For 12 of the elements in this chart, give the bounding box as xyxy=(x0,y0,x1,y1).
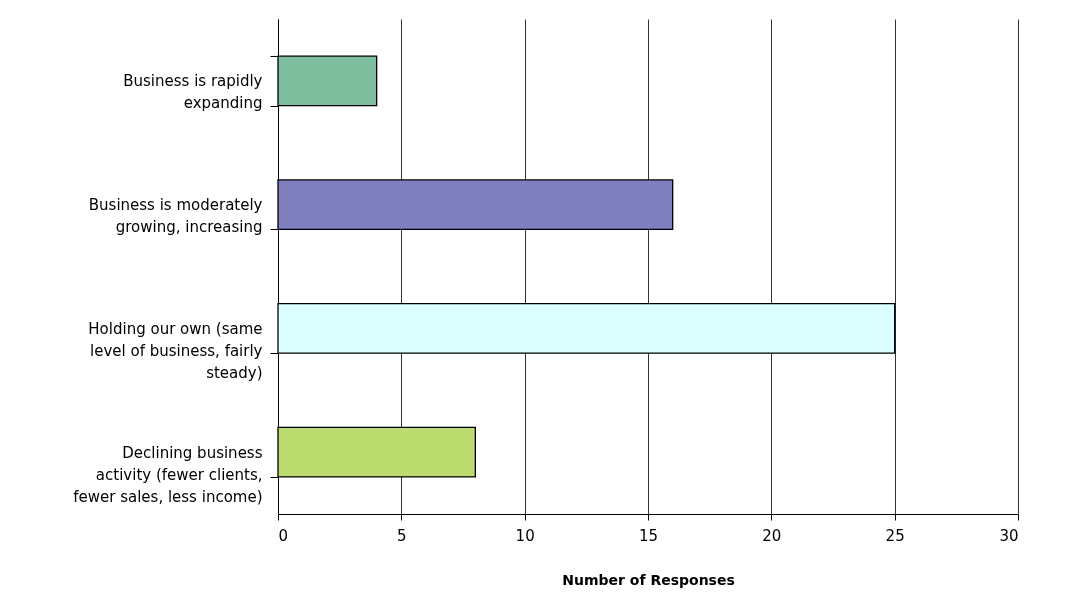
x-axis-title: Number of Responses xyxy=(562,571,735,588)
x-tick-label: 5 xyxy=(397,526,407,545)
y-tick-label: Business is rapidly expanding xyxy=(123,72,263,113)
x-tick-label: 0 xyxy=(278,526,289,545)
x-tick-label: 30 xyxy=(999,526,1019,545)
y-tick-label: Declining business activity (fewer clients, fewer sales, less income) xyxy=(73,443,263,506)
x-tick-label: 10 xyxy=(515,526,535,545)
y-tick-label: Business is moderately growing, increasing xyxy=(88,196,263,237)
x-tick-label: 25 xyxy=(885,526,905,545)
y-tick-label: Holding our own (same level of business, fairly steady) xyxy=(88,319,263,382)
x-tick-label: 20 xyxy=(762,526,782,545)
x-tick-label: 15 xyxy=(638,526,659,545)
